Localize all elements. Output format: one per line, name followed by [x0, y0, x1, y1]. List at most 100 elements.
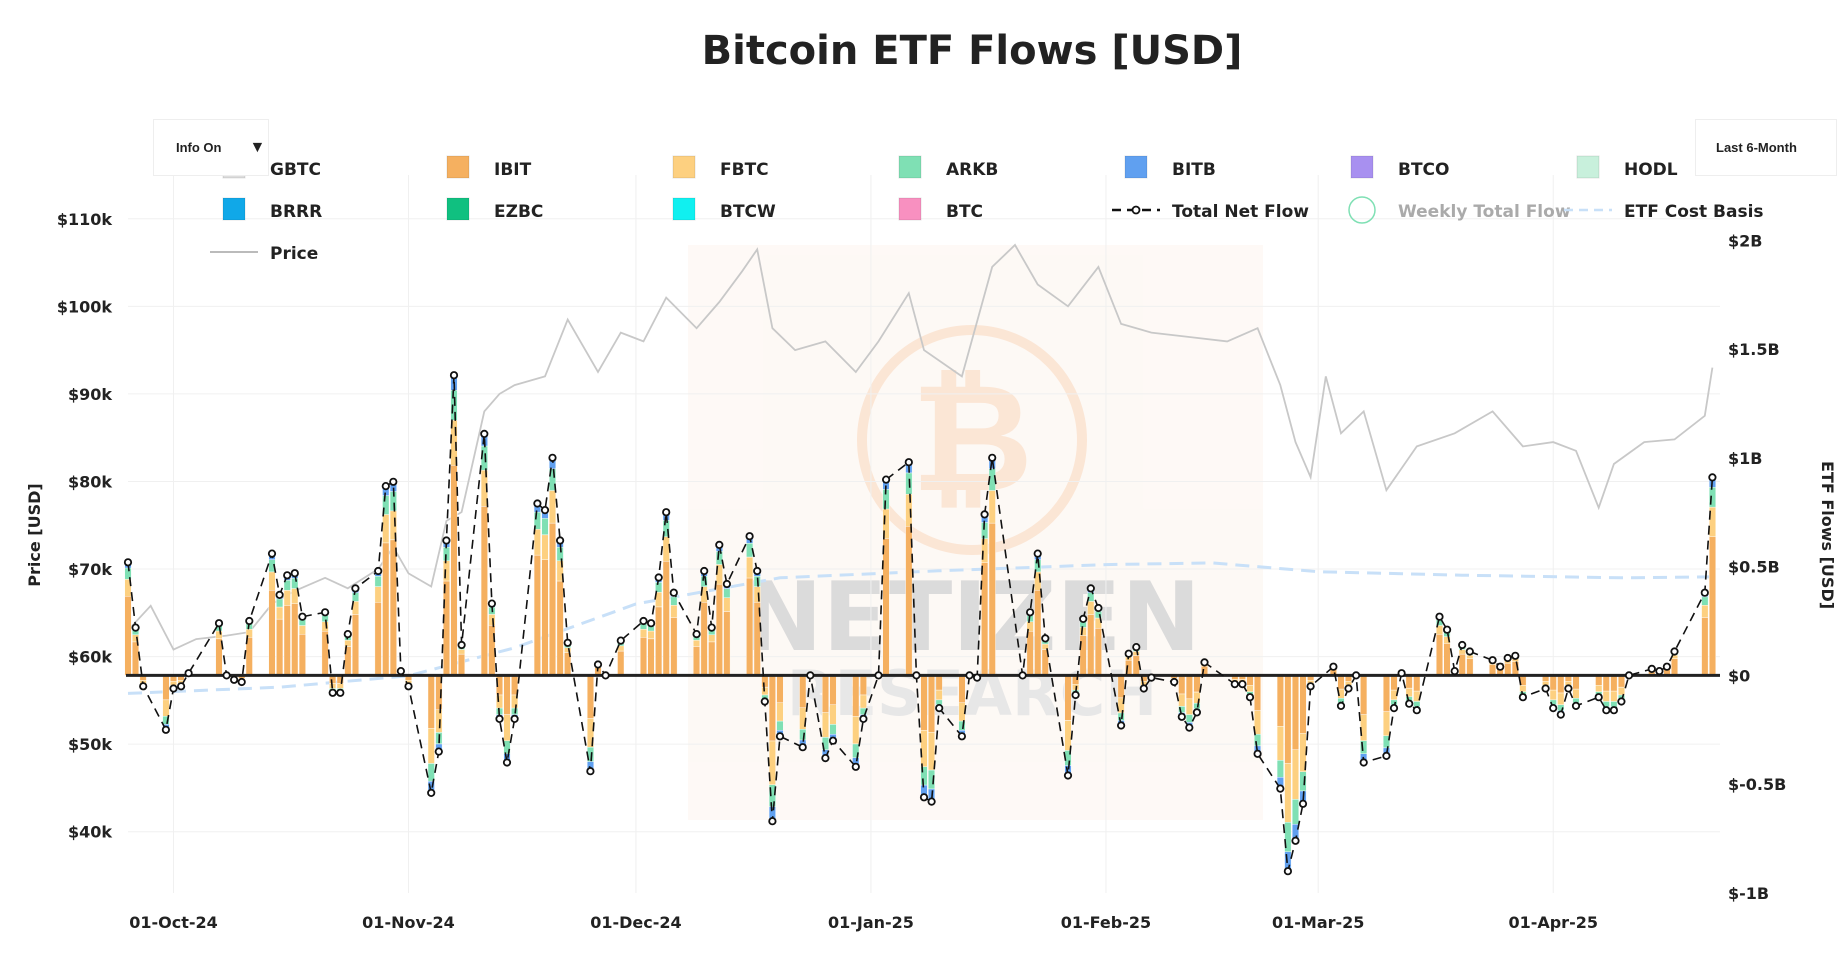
flow-bar-fbtc: [693, 640, 700, 647]
flow-bar-ibit: [1701, 617, 1709, 676]
legend-label: BTCO: [1398, 160, 1449, 180]
flow-bar-ibit: [450, 465, 458, 676]
flow-bar-ibit: [776, 675, 784, 704]
date-range-button[interactable]: Last 6-Month: [1695, 119, 1837, 176]
flow-bar-arkb: [291, 578, 299, 589]
net-flow-point: [1488, 656, 1497, 665]
net-flow-point: [548, 453, 557, 462]
net-flow-point: [1708, 473, 1717, 482]
flow-bar-ibit: [374, 602, 382, 676]
flow-bar-ibit: [693, 646, 700, 676]
net-flow-point: [1647, 664, 1656, 674]
flow-bar-fbtc: [1458, 649, 1466, 655]
net-flow-point: [1412, 706, 1421, 715]
flow-bar-ibit: [1254, 675, 1262, 711]
net-flow-point: [161, 725, 170, 734]
y-right-tick-label: $-0.5B: [1728, 775, 1786, 794]
flow-bar-ibit: [503, 675, 511, 715]
legend-swatch-brrr: [222, 197, 246, 221]
flow-bar-arkb: [1701, 596, 1709, 606]
net-flow-point: [1170, 677, 1179, 687]
net-flow-point: [290, 569, 299, 578]
net-flow-point: [298, 612, 307, 621]
net-flow-point: [1033, 549, 1042, 558]
net-flow-point: [1458, 640, 1467, 650]
flow-bar-ibit: [1299, 675, 1307, 734]
net-flow-point: [965, 671, 974, 680]
flow-bar-arkb: [1291, 799, 1299, 825]
net-flow-point: [1465, 647, 1474, 656]
flow-bar-arkb: [1610, 701, 1618, 707]
net-flow-point: [1609, 706, 1619, 715]
net-flow-point: [919, 793, 929, 802]
flow-bar-ibit: [935, 675, 943, 691]
flow-bar-fbtc: [268, 571, 276, 591]
flow-bar-fbtc: [1466, 654, 1474, 659]
flow-bar-ibit: [458, 653, 465, 676]
flow-bar-fbtc: [533, 529, 541, 556]
flow-bar-ibit: [1064, 675, 1072, 721]
net-flow-point: [1511, 651, 1520, 660]
legend-label: BTCW: [720, 202, 776, 222]
flow-bar-fbtc: [662, 536, 670, 562]
net-flow-point: [184, 669, 193, 678]
net-flow-point: [1541, 684, 1550, 693]
flow-bar-fbtc: [427, 728, 435, 764]
net-flow-point: [1382, 751, 1391, 761]
net-flow-point: [1662, 662, 1672, 671]
flow-bars: [124, 375, 1716, 872]
net-flow-point: [1276, 784, 1285, 793]
net-flow-point: [533, 499, 542, 508]
net-flow-point: [715, 540, 724, 550]
legend-swatch-marker: [1131, 205, 1141, 215]
y-right-axis-label: ETF Flows [USD]: [1818, 461, 1837, 609]
net-flow-point: [131, 623, 140, 632]
net-flow-point: [1238, 679, 1247, 689]
flow-bar-ibit: [1390, 675, 1398, 691]
flow-bar-ibit: [1034, 589, 1042, 676]
flow-bar-fbtc: [374, 586, 382, 603]
net-flow-point: [404, 682, 413, 691]
net-flow-point: [616, 636, 625, 645]
flow-bar-arkb: [670, 596, 678, 606]
flow-bar-ibit: [1094, 628, 1102, 676]
flow-bar-ibit: [662, 561, 670, 676]
net-flow-point: [692, 629, 701, 639]
flow-bar-ibit: [617, 650, 625, 676]
net-flow-point: [343, 629, 352, 639]
cost-basis-line: [127, 561, 1713, 695]
flow-bar-fbtc: [1572, 688, 1580, 699]
net-flow-point: [768, 817, 777, 826]
flow-bar-arkb: [352, 592, 359, 602]
flow-bar-fbtc: [852, 716, 860, 745]
net-flow-point: [1177, 712, 1186, 721]
net-flow-point: [389, 477, 398, 486]
legend-swatch-bitb: [1124, 155, 1148, 179]
flow-bar-ibit: [124, 596, 132, 676]
flow-bar-fbtc: [1246, 685, 1254, 692]
net-flow-point: [1139, 684, 1148, 693]
flow-bar-ibit: [1466, 658, 1474, 676]
legend-swatch-ibit: [446, 155, 470, 179]
net-flow-point: [1670, 647, 1679, 656]
chart-title: Bitcoin ETF Flows [USD]: [702, 28, 1243, 74]
flow-bar-fbtc: [443, 560, 450, 582]
flow-bar-ibit: [670, 617, 678, 676]
flow-bar-fbtc: [215, 630, 223, 640]
flow-bar-ibit: [981, 562, 989, 676]
net-flow-point: [1306, 682, 1315, 691]
flow-bar-arkb: [655, 582, 663, 593]
net-flow-point: [639, 616, 648, 626]
net-flow-point: [1503, 653, 1512, 663]
net-flow-point: [540, 505, 550, 515]
y-right-tick-label: $0: [1728, 666, 1750, 685]
info-toggle-button[interactable]: Info On ▼: [153, 119, 269, 176]
flow-bar-ibit: [541, 559, 549, 676]
flow-bar-ibit: [1617, 675, 1625, 688]
flow-bar-fbtc: [988, 490, 996, 524]
net-flow-point: [328, 688, 337, 697]
net-flow-point: [654, 573, 663, 582]
net-flow-point: [601, 671, 610, 680]
net-flow-point: [593, 660, 603, 669]
flow-bar-ibit: [1610, 675, 1618, 692]
